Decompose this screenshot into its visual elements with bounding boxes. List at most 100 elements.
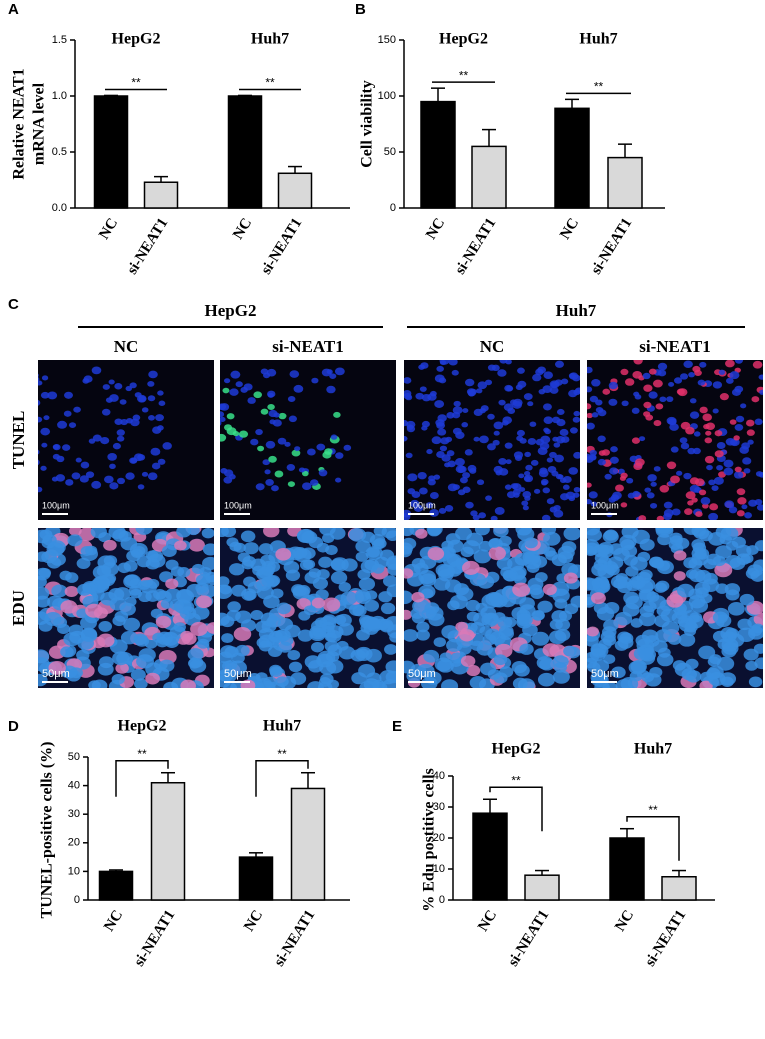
cell [174, 540, 187, 551]
cell [611, 666, 626, 679]
cell [537, 366, 547, 374]
cell [85, 471, 95, 478]
cell [473, 436, 480, 442]
cell [165, 578, 179, 589]
cell [165, 559, 179, 571]
cell [384, 644, 396, 655]
cell [40, 427, 51, 436]
cell [92, 434, 102, 442]
cell [615, 484, 624, 492]
cell [319, 661, 337, 675]
cell [235, 644, 250, 657]
cell [238, 430, 249, 438]
x-tick-label: NC [101, 907, 126, 934]
cell [222, 387, 230, 394]
cell [708, 479, 716, 486]
cell [670, 535, 683, 546]
micrograph-bg [38, 360, 214, 520]
cell [91, 480, 102, 489]
cell [423, 649, 440, 663]
cell [546, 457, 554, 463]
cell [746, 429, 755, 436]
cell [590, 592, 606, 605]
cell [479, 435, 489, 444]
cell [137, 484, 145, 490]
cell [653, 420, 662, 427]
group-title: HepG2 [112, 31, 161, 48]
cell [490, 515, 498, 520]
cell [617, 581, 633, 594]
cell [522, 505, 529, 511]
cell [546, 498, 555, 505]
significance-bracket [489, 786, 543, 832]
cell [322, 451, 332, 459]
cell [553, 442, 561, 448]
cell [73, 406, 81, 413]
cell [257, 680, 276, 688]
cell [319, 528, 336, 536]
group-title: Huh7 [263, 718, 301, 735]
cell [275, 676, 289, 687]
cell [655, 403, 664, 410]
cell [286, 464, 296, 471]
cell [257, 566, 274, 579]
cell [473, 549, 492, 564]
cell [38, 649, 50, 664]
cell [688, 372, 695, 378]
y-tick-label: 1.5 [52, 34, 67, 46]
cell [735, 415, 745, 423]
cells [28, 366, 172, 493]
cell [52, 444, 61, 451]
cell [725, 377, 734, 384]
cell [119, 399, 127, 405]
cell [569, 427, 578, 434]
cell [28, 475, 35, 480]
cell [116, 477, 126, 485]
cell [268, 455, 277, 463]
y-tick-label: 0 [390, 202, 396, 214]
cell [504, 442, 513, 449]
cell [587, 528, 603, 542]
cell [64, 391, 73, 399]
cell [229, 388, 239, 396]
cell [663, 501, 673, 509]
significance-label: ** [459, 68, 469, 82]
cell [479, 407, 487, 414]
cell [728, 506, 738, 514]
cell [704, 437, 713, 444]
cell [587, 626, 599, 637]
cell [69, 667, 83, 679]
cell [625, 595, 643, 610]
cell [303, 605, 317, 616]
bar [227, 95, 263, 209]
cell [158, 659, 175, 672]
cell [415, 392, 424, 400]
cell [147, 381, 155, 387]
cell [287, 395, 296, 403]
cell [492, 439, 500, 446]
x-tick-label: NC [557, 215, 582, 242]
cell [670, 446, 679, 453]
cell [639, 569, 653, 581]
cell [527, 438, 537, 445]
cell [493, 528, 509, 538]
cell [533, 488, 541, 494]
cell [676, 388, 685, 395]
cell [240, 386, 248, 393]
cell [561, 562, 579, 577]
cell [153, 589, 167, 600]
cell [426, 528, 443, 536]
significance-label: ** [131, 76, 141, 90]
cell [340, 591, 358, 605]
cell [454, 458, 465, 467]
cell [543, 371, 554, 380]
cell [68, 422, 77, 428]
cell [683, 360, 693, 369]
y-tick-label: 0 [74, 894, 80, 906]
cell [427, 478, 436, 486]
cell [176, 528, 192, 538]
cell [748, 499, 758, 507]
cell [304, 655, 322, 669]
y-axis-label: Cell viability [359, 80, 376, 168]
cell [744, 512, 752, 519]
